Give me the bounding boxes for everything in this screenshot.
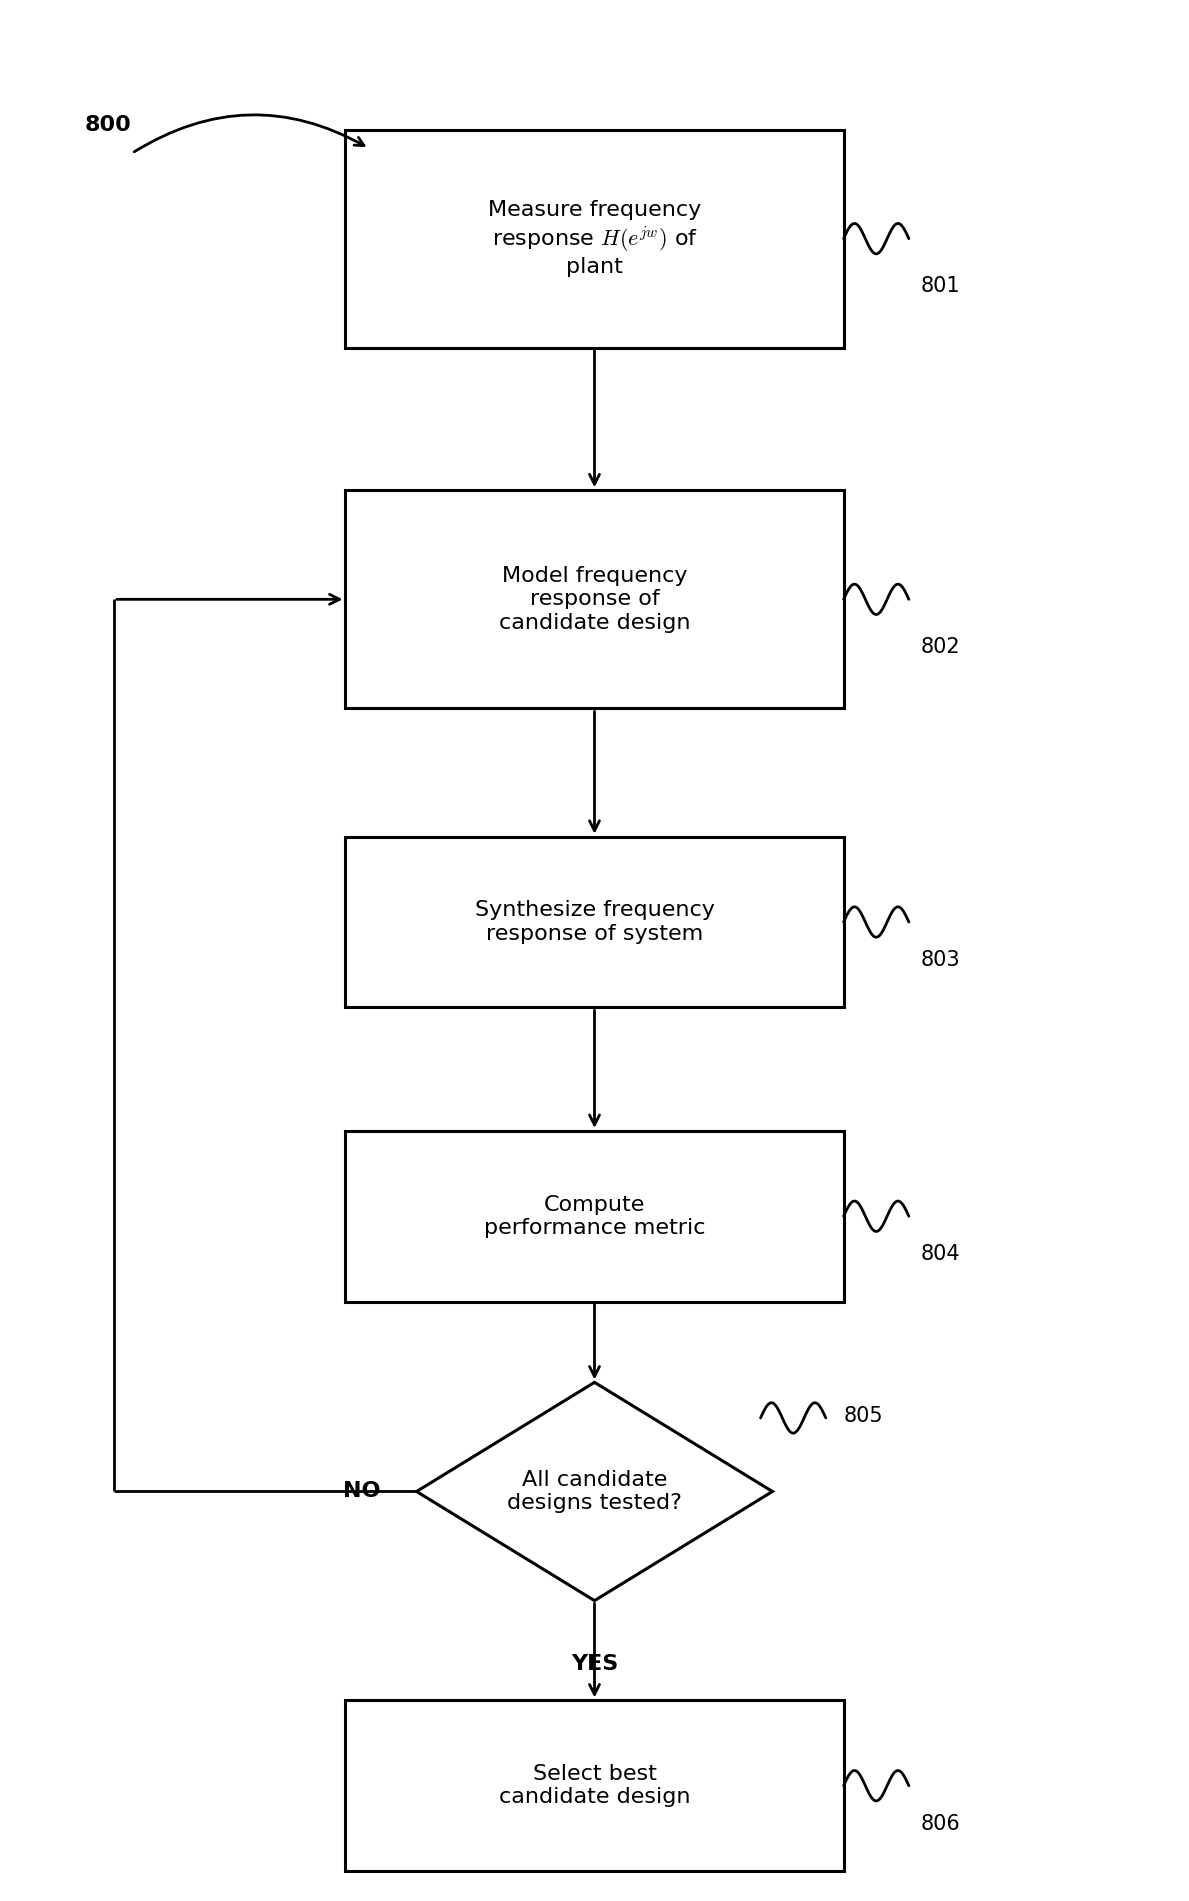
- Text: NO: NO: [344, 1481, 380, 1502]
- Text: YES: YES: [571, 1654, 618, 1673]
- Bar: [345, 1699, 844, 1871]
- FancyArrowPatch shape: [134, 114, 364, 152]
- Text: Compute
performance metric: Compute performance metric: [484, 1194, 705, 1238]
- Bar: [345, 129, 844, 348]
- Bar: [345, 490, 844, 709]
- Text: 804: 804: [920, 1245, 961, 1264]
- Text: Synthesize frequency
response of system: Synthesize frequency response of system: [474, 901, 715, 943]
- Text: Model frequency
response of
candidate design: Model frequency response of candidate de…: [498, 566, 691, 633]
- Bar: [345, 1131, 844, 1302]
- Bar: [345, 836, 844, 1008]
- Text: 806: 806: [920, 1814, 961, 1834]
- Text: Select best
candidate design: Select best candidate design: [498, 1764, 691, 1808]
- Text: Measure frequency
response $H(e^{jw})$ of
plant: Measure frequency response $H(e^{jw})$ o…: [487, 200, 702, 278]
- Text: 805: 805: [844, 1405, 883, 1426]
- Text: 801: 801: [920, 276, 961, 297]
- Text: 803: 803: [920, 950, 961, 970]
- Text: 800: 800: [84, 114, 132, 135]
- Polygon shape: [416, 1382, 773, 1601]
- Text: 802: 802: [920, 637, 961, 656]
- Text: All candidate
designs tested?: All candidate designs tested?: [507, 1469, 682, 1513]
